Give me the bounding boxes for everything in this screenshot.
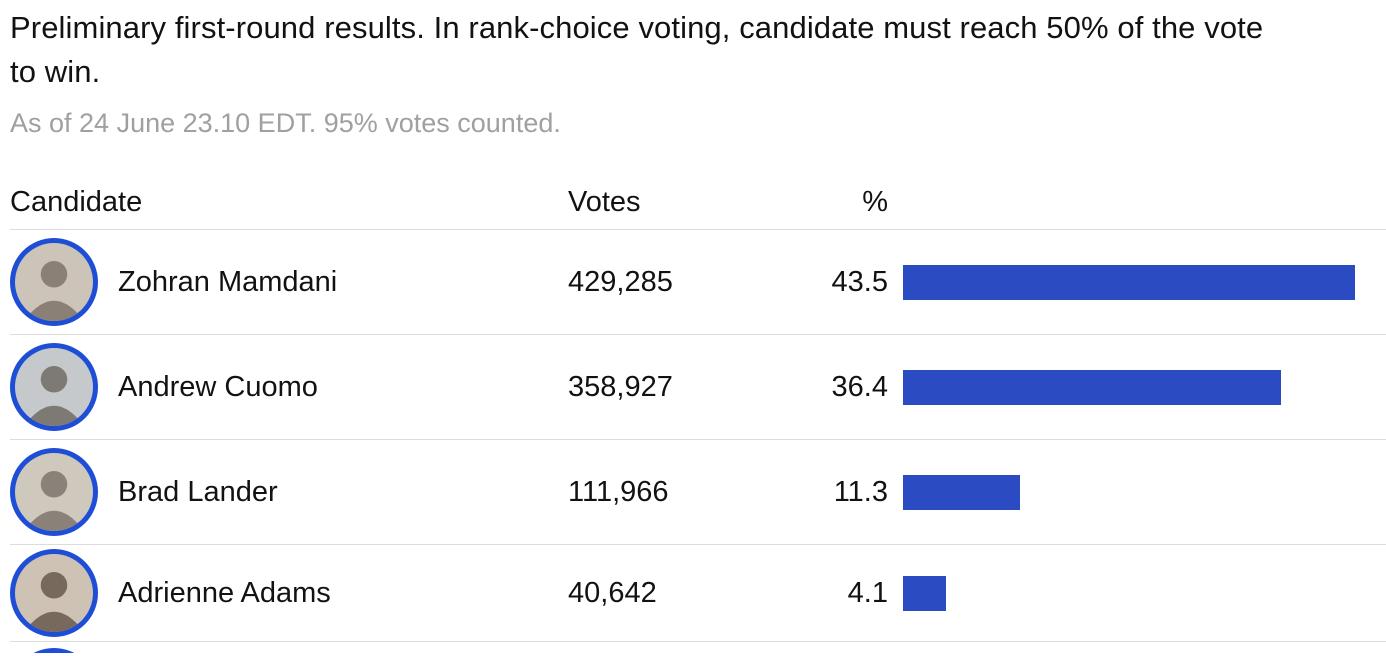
percent-value: 11.3 bbox=[833, 475, 888, 508]
candidate-name: Adrienne Adams bbox=[118, 576, 331, 609]
column-header-candidate: Candidate bbox=[10, 186, 143, 218]
person-photo-placeholder-icon bbox=[15, 348, 93, 426]
vote-share-bar bbox=[903, 474, 1021, 510]
vote-share-bar bbox=[903, 369, 1282, 405]
table-row: Adrienne Adams 40,642 4.1 bbox=[10, 545, 1386, 642]
percent-value: 4.1 bbox=[847, 576, 888, 609]
votes-value: 429,285 bbox=[568, 265, 673, 298]
title-line-2: to win. bbox=[10, 54, 101, 89]
person-photo-placeholder-icon bbox=[15, 554, 93, 632]
candidate-name: Brad Lander bbox=[118, 475, 278, 508]
votes-value: 111,966 bbox=[568, 475, 669, 508]
candidate-name: Zohran Mamdani bbox=[118, 265, 338, 298]
person-photo-placeholder-icon bbox=[15, 453, 93, 531]
candidate-avatar bbox=[10, 448, 98, 536]
candidate-avatar bbox=[10, 343, 98, 431]
table-row: Brad Lander 111,966 11.3 bbox=[10, 440, 1386, 545]
person-photo-placeholder-icon bbox=[15, 243, 93, 321]
vote-share-bar bbox=[903, 264, 1355, 300]
timestamp-note: As of 24 June 23.10 EDT. 95% votes count… bbox=[10, 108, 561, 138]
table-row-partial bbox=[10, 642, 1386, 653]
candidate-avatar bbox=[10, 648, 98, 653]
percent-value: 43.5 bbox=[831, 265, 888, 298]
candidate-name: Andrew Cuomo bbox=[118, 370, 318, 403]
table-header: Candidate Votes % bbox=[10, 186, 1386, 230]
title-line-1: Preliminary first-round results. In rank… bbox=[10, 10, 1264, 45]
votes-value: 358,927 bbox=[568, 370, 673, 403]
votes-value: 40,642 bbox=[568, 576, 657, 609]
table-row: Zohran Mamdani 429,285 43.5 bbox=[10, 230, 1386, 335]
vote-share-bar bbox=[903, 575, 946, 611]
percent-value: 36.4 bbox=[831, 370, 888, 403]
candidate-avatar bbox=[10, 549, 98, 637]
column-header-votes: Votes bbox=[568, 186, 641, 218]
table-row: Andrew Cuomo 358,927 36.4 bbox=[10, 335, 1386, 440]
graphic-title: Preliminary first-round results. In rank… bbox=[10, 0, 1386, 94]
candidate-avatar bbox=[10, 238, 98, 326]
column-header-percent: % bbox=[862, 186, 888, 218]
